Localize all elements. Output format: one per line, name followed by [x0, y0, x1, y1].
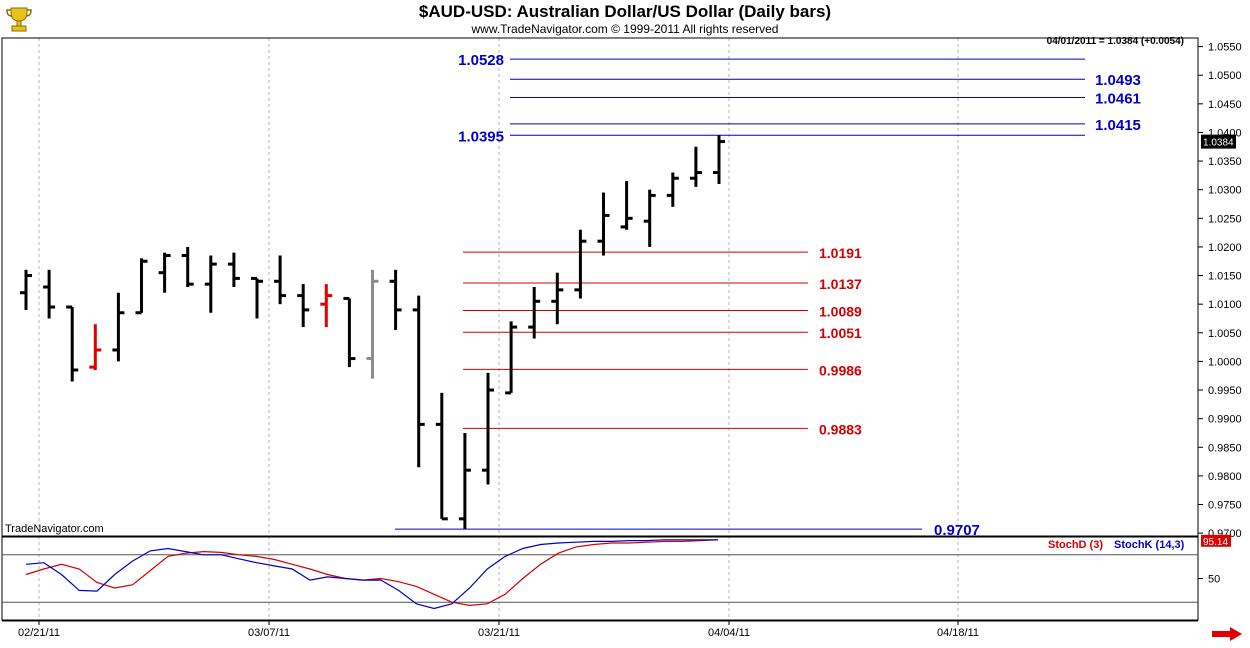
ohlc-bar	[458, 432, 471, 530]
stoch-panel-frame	[1, 536, 1199, 621]
ohlc-bar	[505, 321, 518, 395]
price-tick-label: 1.0200	[1208, 242, 1242, 254]
ohlc-bars	[20, 135, 725, 530]
blue-level-label: 1.0415	[1095, 117, 1141, 134]
stoch-d-legend: StochD (3)	[1048, 539, 1103, 551]
ohlc-bar	[482, 372, 494, 485]
watermark-text: TradeNavigator.com	[5, 523, 104, 535]
price-tick-label: 0.9900	[1208, 414, 1242, 426]
ohlc-bar	[181, 246, 194, 287]
ohlc-bar	[551, 272, 564, 325]
stoch-value-tag	[1201, 534, 1231, 547]
date-tick-label: 04/04/11	[708, 627, 750, 639]
price-tick-label: 0.9850	[1208, 442, 1242, 454]
trophy-logo-icon	[6, 7, 32, 32]
ohlc-bar	[89, 324, 102, 370]
ohlc-bar	[435, 392, 448, 521]
ohlc-bar	[112, 292, 125, 362]
stoch-k-legend: StochK (14,3)	[1114, 539, 1185, 551]
current-price-tag	[1201, 134, 1236, 149]
stoch-value-label: 95.14	[1203, 537, 1228, 548]
ohlc-bar	[666, 172, 679, 207]
chart-frame	[1, 37, 1199, 622]
red-level-label: 1.0191	[819, 245, 862, 261]
date-tick-label: 03/07/11	[248, 627, 290, 639]
ohlc-bar	[366, 269, 379, 379]
price-tick-label: 1.0100	[1208, 299, 1242, 311]
scroll-right-arrow-icon[interactable]	[1210, 627, 1244, 641]
price-levels: 1.0528 1.0493 1.0461 1.0415 1.0395 0.9707 1.01…	[395, 52, 1141, 539]
ohlc-bar	[528, 287, 541, 339]
date-tick-label: 04/18/11	[937, 627, 979, 639]
stoch-k-line	[25, 539, 718, 610]
price-tick-label: 0.9950	[1208, 385, 1242, 397]
date-axis: 02/21/11 03/07/11 03/21/11 04/04/11 04/18/11	[18, 620, 979, 639]
ohlc-bar	[66, 305, 79, 382]
date-tick-label: 02/21/11	[18, 627, 60, 639]
price-tick-label: 1.0500	[1208, 70, 1242, 82]
red-level-label: 1.0137	[819, 276, 862, 292]
price-tick-label: 1.0000	[1208, 356, 1242, 368]
ohlc-bar	[43, 269, 56, 319]
price-panel-frame	[1, 37, 1199, 537]
ohlc-bar	[597, 192, 610, 256]
ohlc-bar	[135, 258, 148, 315]
price-tick-label: 0.9750	[1208, 500, 1242, 512]
date-tick-label: 03/21/11	[478, 627, 520, 639]
ohlc-bar	[274, 255, 287, 305]
price-tick-label: 1.0150	[1208, 271, 1242, 283]
current-price-label: 1.0384	[1203, 138, 1234, 149]
ohlc-bar	[620, 181, 633, 230]
blue-level-label: 1.0493	[1095, 72, 1141, 89]
ohlc-bar	[389, 269, 402, 330]
price-tick-label: 1.0450	[1208, 99, 1242, 111]
ohlc-bar	[158, 252, 171, 293]
price-tick-label: 0.9800	[1208, 471, 1242, 483]
ohlc-bar	[343, 296, 356, 368]
red-level-label: 1.0051	[819, 325, 862, 341]
ohlc-bar	[20, 269, 32, 310]
ohlc-bar	[643, 189, 656, 247]
ohlc-bar	[574, 229, 587, 299]
ohlc-bar	[251, 276, 263, 319]
ohlc-bar	[412, 295, 425, 468]
red-level-label: 0.9986	[819, 362, 862, 378]
chart-subtitle: www.TradeNavigator.com © 1999-2011 All r…	[471, 22, 779, 36]
ohlc-bar	[689, 146, 702, 187]
blue-level-label: 1.0395	[458, 128, 504, 145]
red-level-label: 1.0089	[819, 303, 862, 319]
price-tick-label: 1.0050	[1208, 328, 1242, 340]
price-axis: 1.05501.05001.04501.04001.03501.03001.02…	[1198, 42, 1242, 540]
price-tick-label: 1.0550	[1208, 42, 1242, 54]
price-tick-label: 1.0300	[1208, 185, 1242, 197]
blue-level-label: 0.9707	[934, 522, 980, 539]
price-tick-label: 1.0250	[1208, 213, 1242, 225]
ohlc-bar	[204, 255, 217, 313]
stochastic-panel: 50 95.14	[2, 534, 1231, 610]
price-tick-label: 1.0350	[1208, 156, 1242, 168]
blue-level-label: 1.0461	[1095, 91, 1141, 108]
ohlc-bar	[713, 135, 725, 184]
price-readout: 04/01/2011 = 1.0384 (+0.0054)	[1046, 36, 1184, 47]
stoch-tick-label: 50	[1208, 574, 1220, 586]
ohlc-bar	[297, 284, 310, 328]
ohlc-bar	[227, 252, 240, 287]
chart-title: $AUD-USD: Australian Dollar/US Dollar (D…	[418, 2, 832, 21]
ohlc-bar	[320, 284, 333, 328]
blue-level-label: 1.0528	[458, 52, 504, 69]
stoch-d-line	[25, 539, 719, 607]
red-level-label: 0.9883	[819, 421, 862, 437]
